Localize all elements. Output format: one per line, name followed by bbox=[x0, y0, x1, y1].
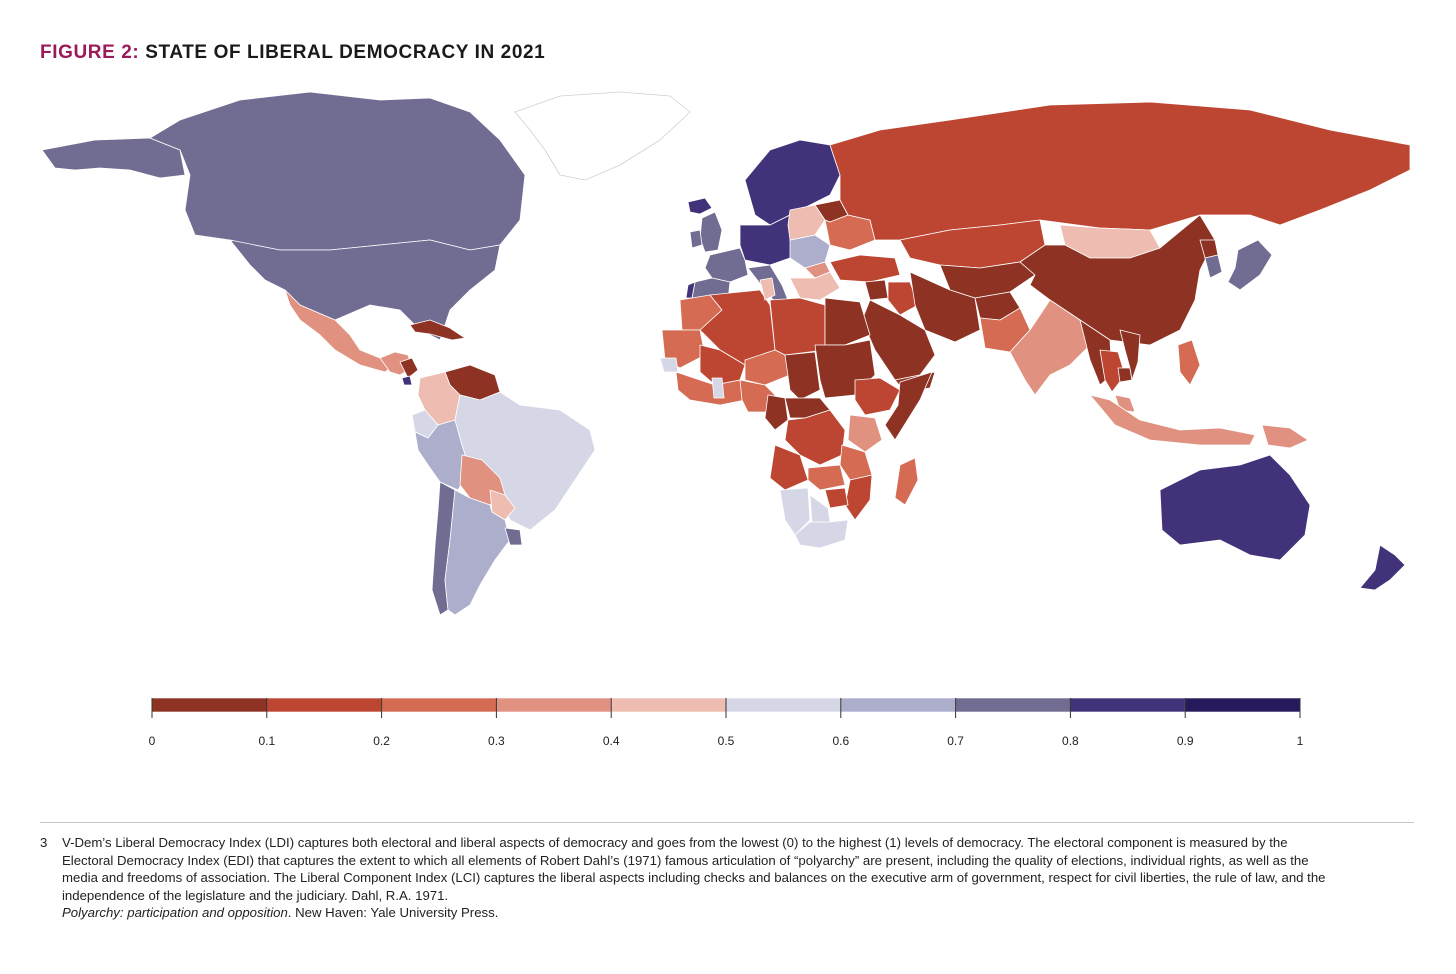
footnote-italic-title: Polyarchy: participation and opposition bbox=[62, 905, 288, 921]
region-ethiopia bbox=[854, 377, 901, 416]
region-india bbox=[1009, 299, 1091, 396]
region-south-africa bbox=[794, 519, 849, 549]
region-zambia bbox=[807, 464, 846, 491]
legend-tick-label: 0 bbox=[148, 734, 156, 748]
region-somalia bbox=[884, 371, 933, 441]
footnote-divider bbox=[40, 822, 1414, 823]
legend-bin-5 bbox=[725, 697, 842, 713]
legend-tick-label: 0.3 bbox=[488, 734, 505, 748]
legend-tick-label: 0.5 bbox=[717, 734, 735, 748]
region-paraguay bbox=[489, 489, 516, 521]
region-alaska bbox=[41, 137, 186, 179]
legend-bin-3 bbox=[496, 697, 612, 713]
region-turkey bbox=[829, 254, 901, 283]
footnote: 3 V-Dem’s Liberal Democracy Index (LDI) … bbox=[40, 834, 1340, 922]
region-vietnam bbox=[1119, 329, 1141, 381]
region-angola bbox=[769, 444, 809, 491]
region-philippines bbox=[1177, 339, 1201, 386]
legend-tick-label: 0.7 bbox=[947, 734, 964, 748]
region-australia bbox=[1159, 454, 1311, 561]
legend-tick-label: 0.6 bbox=[832, 734, 850, 748]
footnote-publisher: . New Haven: Yale University Press. bbox=[287, 905, 499, 921]
region-cuba bbox=[409, 319, 466, 341]
region-japan bbox=[1227, 239, 1273, 291]
region-egypt bbox=[824, 297, 871, 346]
region-nordic-countries bbox=[744, 139, 841, 226]
region-ireland bbox=[689, 229, 703, 249]
legend-tick-label: 0.8 bbox=[1062, 734, 1079, 748]
region-russia bbox=[829, 101, 1411, 241]
footnote-text: V-Dem’s Liberal Democracy Index (LDI) ca… bbox=[62, 835, 1326, 903]
region-costa-rica bbox=[401, 375, 413, 386]
region-papua-new-guinea bbox=[1261, 424, 1309, 449]
legend-tick-label: 0.1 bbox=[258, 734, 276, 748]
region-iran bbox=[909, 271, 981, 343]
footnote-body: V-Dem’s Liberal Democracy Index (LDI) ca… bbox=[62, 834, 1340, 922]
region-madagascar bbox=[894, 457, 919, 506]
legend-tick-label: 0.9 bbox=[1176, 734, 1194, 748]
figure-title-main: STATE OF LIBERAL DEMOCRACY IN 2021 bbox=[145, 42, 546, 63]
region-zimbabwe bbox=[824, 487, 849, 509]
legend-bin-2 bbox=[381, 697, 497, 713]
legend-bin-1 bbox=[266, 697, 382, 713]
region-cameroon bbox=[764, 394, 789, 431]
legend-bin-7 bbox=[955, 697, 1071, 713]
region-iraq bbox=[887, 281, 919, 316]
legend-tick-label: 0.2 bbox=[373, 734, 390, 748]
footnote-number: 3 bbox=[40, 835, 48, 850]
figure-title: FIGURE 2: STATE OF LIBERAL DEMOCRACY IN … bbox=[40, 42, 545, 64]
figure-title-prefix: FIGURE 2: bbox=[40, 42, 140, 63]
region-thailand bbox=[1099, 349, 1126, 393]
legend-bin-0 bbox=[151, 697, 268, 713]
region-greenland bbox=[514, 91, 691, 181]
region-kenya bbox=[847, 414, 883, 453]
region-uruguay bbox=[504, 527, 523, 546]
region-new-zealand bbox=[1359, 544, 1406, 591]
region-senegal bbox=[659, 357, 679, 373]
legend-tick-label: 1 bbox=[1296, 734, 1304, 748]
region-namibia bbox=[779, 487, 811, 536]
region-france bbox=[704, 247, 749, 283]
region-argentina bbox=[444, 489, 511, 616]
region-iceland bbox=[687, 197, 713, 215]
legend-tick-label: 0.4 bbox=[602, 734, 620, 748]
legend-bin-6 bbox=[840, 697, 956, 713]
legend-bin-8 bbox=[1070, 697, 1186, 713]
region-indonesia bbox=[1089, 394, 1256, 446]
region-south-korea bbox=[1204, 254, 1223, 279]
legend-bin-9 bbox=[1184, 697, 1301, 713]
region-ghana bbox=[711, 377, 725, 399]
legend-bin-4 bbox=[610, 697, 727, 713]
region-tunisia bbox=[759, 277, 776, 301]
region-nicaragua bbox=[399, 357, 419, 379]
region-chad bbox=[784, 351, 821, 401]
